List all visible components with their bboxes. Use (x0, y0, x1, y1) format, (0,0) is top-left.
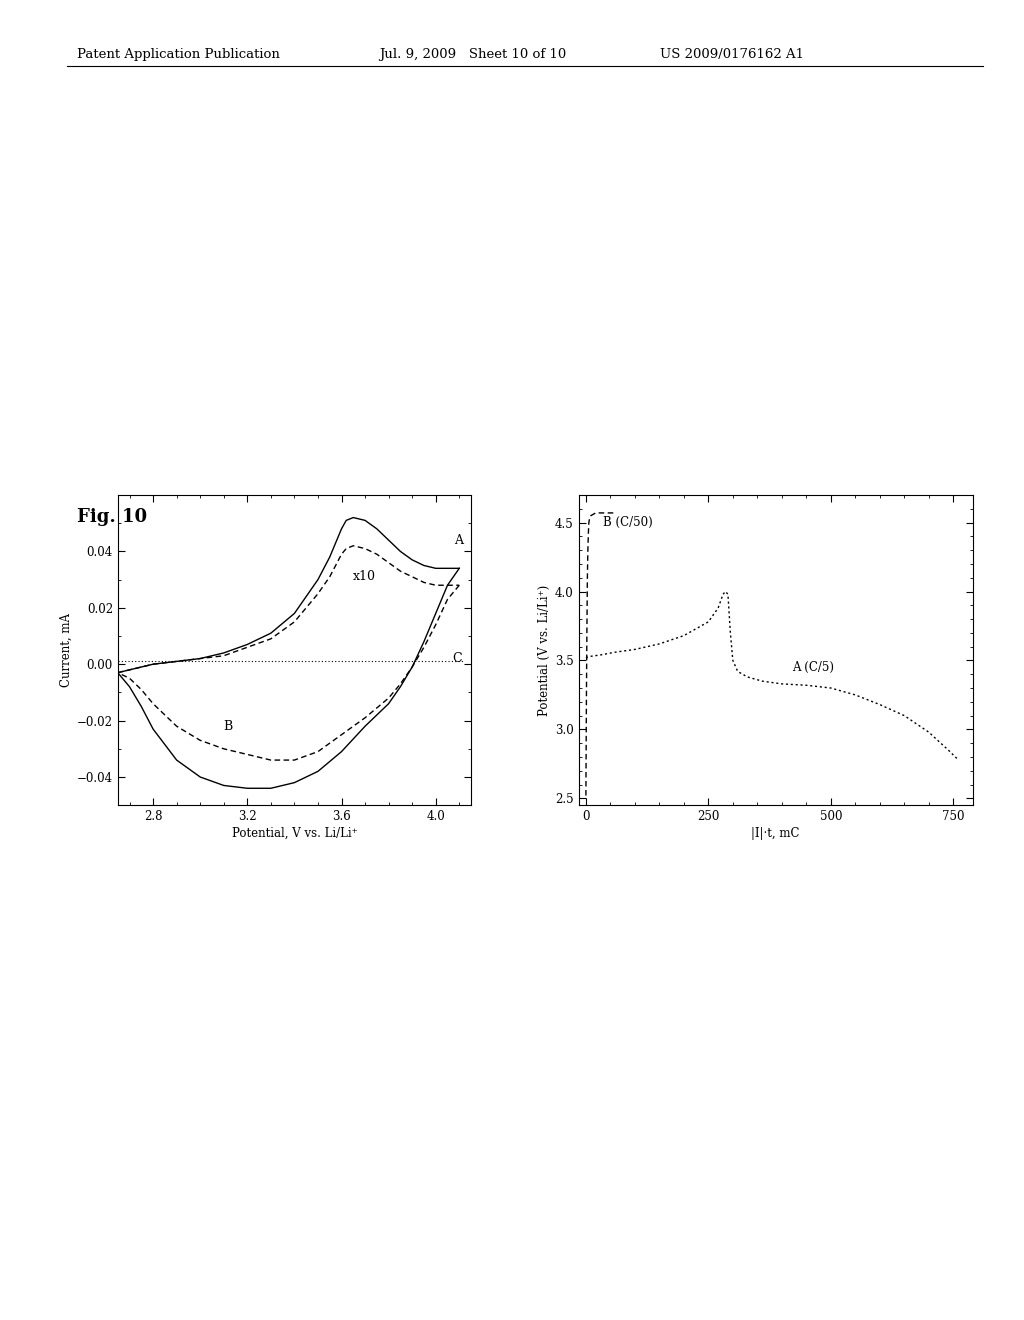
Text: B: B (223, 719, 233, 733)
Text: B (C/50): B (C/50) (603, 516, 652, 529)
X-axis label: |I|·t, mC: |I|·t, mC (752, 828, 800, 841)
Text: Patent Application Publication: Patent Application Publication (77, 48, 280, 61)
Y-axis label: Current, mA: Current, mA (59, 612, 73, 688)
Text: C: C (453, 652, 462, 665)
Y-axis label: Potential (V vs. Li/Li⁺): Potential (V vs. Li/Li⁺) (538, 585, 551, 715)
Text: A (C/5): A (C/5) (792, 661, 834, 673)
Text: A: A (455, 533, 464, 546)
X-axis label: Potential, V vs. Li/Li⁺: Potential, V vs. Li/Li⁺ (231, 828, 357, 841)
Text: US 2009/0176162 A1: US 2009/0176162 A1 (660, 48, 805, 61)
Text: x10: x10 (353, 570, 376, 583)
Text: Jul. 9, 2009   Sheet 10 of 10: Jul. 9, 2009 Sheet 10 of 10 (379, 48, 566, 61)
Text: Fig. 10: Fig. 10 (77, 508, 146, 527)
